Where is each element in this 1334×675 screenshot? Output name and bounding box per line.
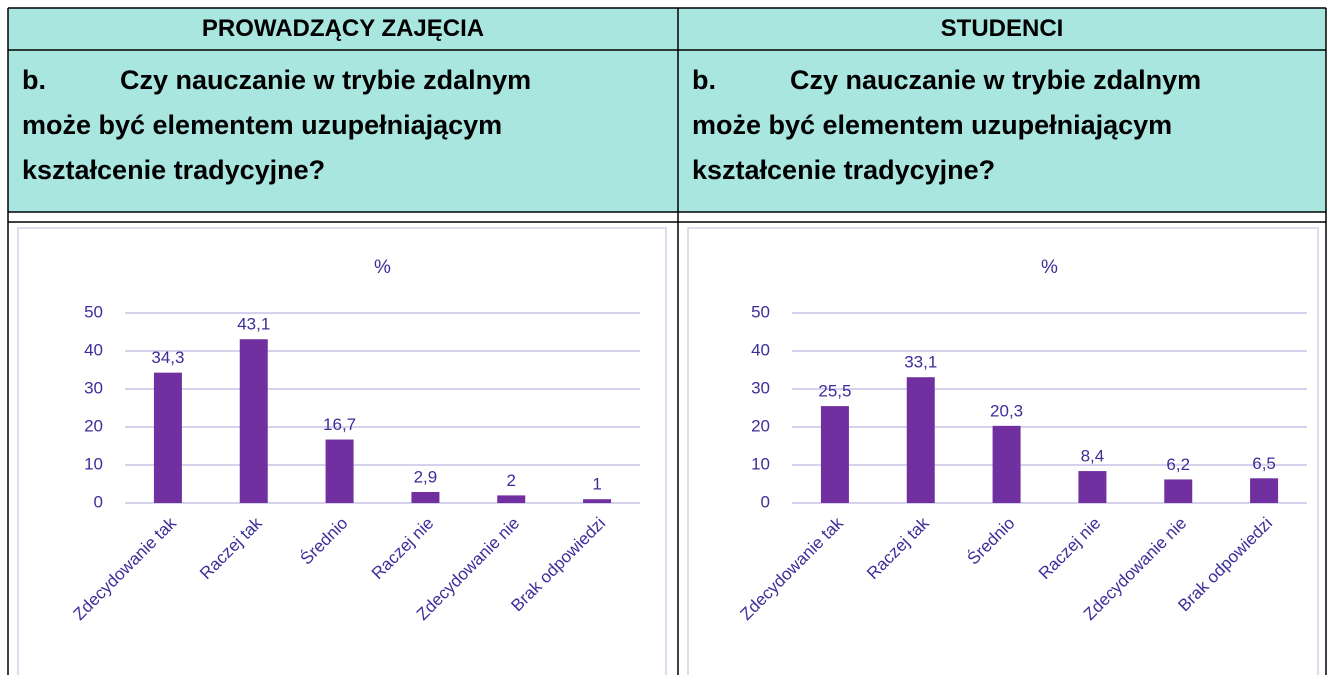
bar	[325, 439, 354, 503]
data-label: 8,4	[1081, 447, 1105, 466]
data-label: 2	[507, 471, 516, 490]
chart-title: %	[374, 257, 391, 278]
bar	[992, 425, 1021, 503]
data-label: 6,2	[1166, 455, 1190, 474]
x-tick-label: Raczej nie	[368, 514, 438, 584]
question-line: Czy nauczanie w trybie zdalnym	[120, 65, 532, 95]
bar	[820, 406, 849, 503]
question-line: kształcenie tradycyjne?	[692, 155, 996, 185]
y-tick-label: 40	[84, 340, 103, 359]
x-tick-label: Brak odpowiedzi	[1174, 514, 1276, 616]
chart-frames	[17, 227, 1319, 675]
y-tick-label: 20	[751, 416, 770, 435]
y-tick-label: 10	[84, 454, 103, 473]
x-tick-label: Zdecydowanie tak	[70, 513, 181, 624]
y-tick-label: 50	[84, 302, 103, 321]
x-tick-label: Raczej tak	[863, 513, 933, 583]
bar	[497, 495, 526, 503]
y-tick-label: 40	[751, 340, 770, 359]
bar	[153, 372, 182, 503]
x-tick-label: Brak odpowiedzi	[507, 514, 609, 616]
bar	[1250, 478, 1279, 503]
y-tick-label: 0	[761, 492, 770, 511]
y-tick-label: 30	[84, 378, 103, 397]
bar	[1164, 479, 1193, 503]
bar	[906, 377, 935, 503]
question-label: b.	[22, 65, 46, 95]
y-tick-label: 50	[751, 302, 770, 321]
x-tick-label: Zdecydowanie tak	[737, 513, 848, 624]
y-tick-label: 30	[751, 378, 770, 397]
data-label: 25,5	[818, 382, 851, 401]
question-line: Czy nauczanie w trybie zdalnym	[790, 65, 1202, 95]
question-line: może być elementem uzupełniającym	[22, 110, 503, 140]
x-tick-label: Raczej tak	[196, 513, 266, 583]
header-bg	[8, 8, 1326, 212]
data-label: 16,7	[323, 415, 356, 434]
x-tick-label: Średnio	[964, 514, 1019, 569]
x-tick-label: Średnio	[297, 514, 352, 569]
y-tick-label: 0	[94, 492, 103, 511]
data-label: 2,9	[414, 467, 438, 486]
bar	[1078, 471, 1107, 503]
question-line: może być elementem uzupełniającym	[692, 110, 1173, 140]
bar	[411, 491, 440, 503]
column-header: PROWADZĄCY ZAJĘCIA	[201, 15, 485, 42]
x-tick-label: Raczej nie	[1035, 514, 1105, 584]
question: b. Czy nauczanie w trybie zdalnym może by…	[22, 58, 531, 193]
chart-title: %	[1041, 257, 1058, 278]
y-tick-label: 10	[751, 454, 770, 473]
y-tick-label: 20	[84, 416, 103, 435]
data-label: 1	[592, 475, 601, 494]
data-label: 33,1	[904, 353, 937, 372]
question: b. Czy nauczanie w trybie zdalnym może by…	[692, 58, 1201, 193]
data-label: 6,5	[1252, 454, 1276, 473]
column-header: STUDENCI	[940, 15, 1064, 42]
table-borders	[7, 7, 1327, 675]
data-label: 34,3	[151, 348, 184, 367]
question-line: kształcenie tradycyjne?	[22, 155, 326, 185]
bar	[239, 339, 268, 503]
question-label: b.	[692, 65, 716, 95]
bar	[583, 499, 612, 503]
data-label: 20,3	[990, 401, 1023, 420]
data-label: 43,1	[237, 315, 270, 334]
